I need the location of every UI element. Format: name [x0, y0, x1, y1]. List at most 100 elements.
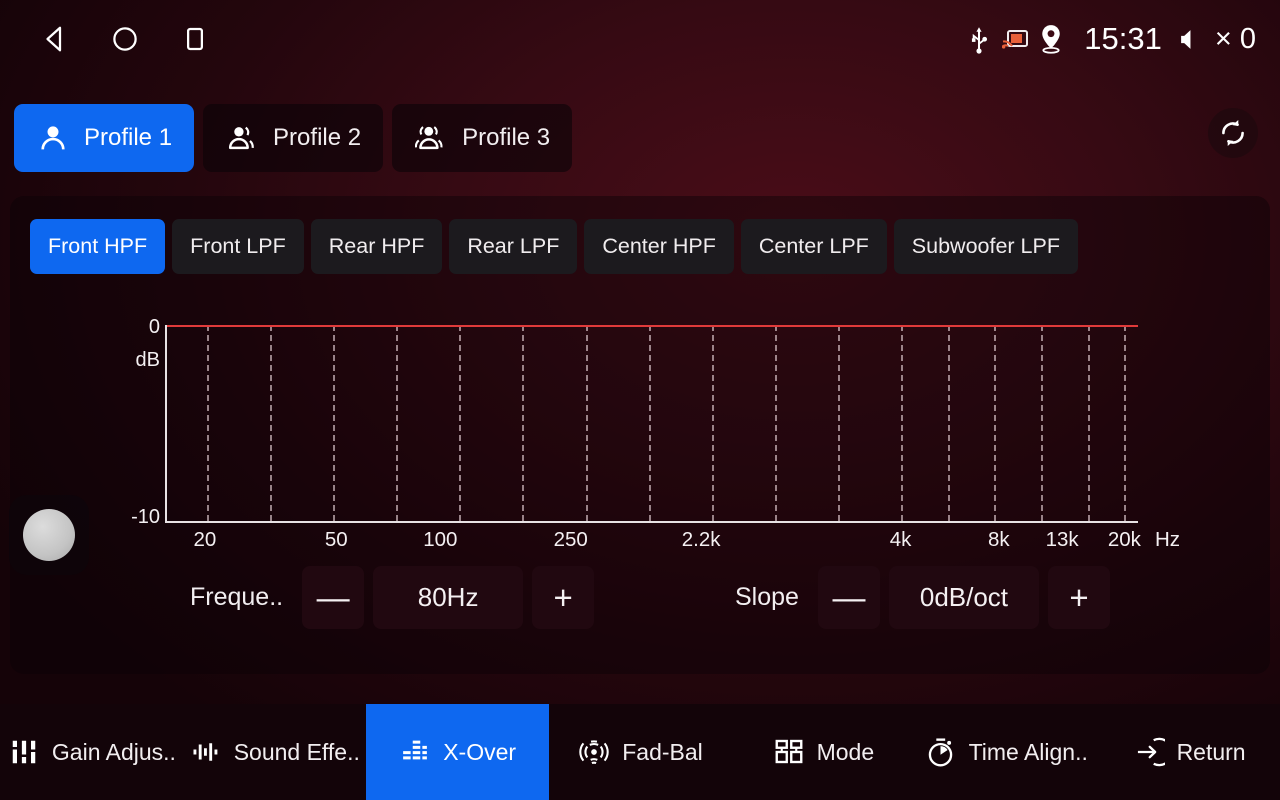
chart-plot-area[interactable]: [165, 325, 1138, 523]
filter-tab-subwoofer-lpf-label: Subwoofer LPF: [911, 234, 1060, 258]
stopwatch-icon: [924, 735, 958, 769]
knob-dial: [23, 509, 75, 561]
filter-tab-front-hpf[interactable]: Front HPF: [30, 219, 166, 274]
cast-icon: [1002, 28, 1029, 50]
y-axis-top-label: 0: [148, 316, 160, 338]
gridline: [837, 325, 840, 521]
slope-label: Slope: [735, 583, 799, 611]
profile-tab-1[interactable]: Profile 1: [14, 104, 195, 172]
rotary-knob-icon[interactable]: [9, 495, 89, 575]
equalizer-bars-icon: [398, 735, 432, 769]
nav-gain-adjust[interactable]: Gain Adjus..: [0, 704, 183, 800]
profile-tab-2-label: Profile 2: [273, 124, 362, 151]
waveform-icon: [189, 735, 223, 769]
x-axis-tick: 250: [553, 528, 588, 551]
x-axis-tick: 13k: [1045, 528, 1079, 551]
nav-return[interactable]: Return: [1097, 704, 1280, 800]
gridline: [396, 325, 399, 521]
frequency-value[interactable]: 80Hz: [373, 566, 524, 629]
frequency-label: Freque..: [190, 583, 284, 611]
gridline: [994, 325, 997, 521]
chart-gridlines: [167, 325, 1138, 521]
gridline: [206, 325, 209, 521]
filter-tab-center-lpf[interactable]: Center LPF: [740, 219, 887, 274]
slope-decrement-button[interactable]: —: [817, 566, 880, 629]
nav-return-label: Return: [1176, 738, 1246, 765]
recents-icon[interactable]: [178, 22, 212, 56]
gridline: [269, 325, 272, 521]
person-group-icon: [414, 121, 448, 155]
refresh-icon: [1217, 117, 1249, 149]
filter-tab-center-hpf[interactable]: Center HPF: [584, 219, 734, 274]
profile-tab-3-label: Profile 3: [462, 124, 551, 151]
nav-time-alignment-label: Time Align..: [968, 738, 1088, 765]
x-axis-tick: 50: [324, 528, 348, 551]
filter-tab-front-hpf-label: Front HPF: [48, 234, 148, 258]
system-nav-buttons: [38, 22, 212, 56]
nav-fad-bal[interactable]: Fad-Bal: [549, 704, 732, 800]
gridline: [333, 325, 336, 521]
usb-icon: [966, 24, 992, 54]
status-icons: 15:31 × 0: [966, 21, 1256, 57]
plus-icon: +: [1069, 579, 1089, 616]
filter-tab-rear-hpf[interactable]: Rear HPF: [310, 219, 443, 274]
nav-sound-effects-label: Sound Effe..: [233, 738, 360, 765]
volume-mute-icon[interactable]: [1178, 26, 1205, 53]
nav-x-over[interactable]: X-Over: [365, 704, 549, 800]
fader-balance-icon: [577, 735, 611, 769]
minus-icon: —: [316, 579, 350, 616]
gridline: [1040, 325, 1043, 521]
arrow-return-icon: [1132, 735, 1166, 769]
slope-control-group: Slope — 0dB/oct +: [735, 566, 1110, 629]
minus-icon: —: [832, 579, 866, 616]
slope-increment-button[interactable]: +: [1047, 566, 1110, 629]
x-axis-tick: 8k: [988, 528, 1010, 551]
gridline: [648, 325, 651, 521]
gridline: [459, 325, 462, 521]
nav-gain-adjust-label: Gain Adjus..: [51, 738, 176, 765]
crossover-panel: Front HPF Front LPF Rear HPF Rear LPF Ce…: [10, 196, 1270, 674]
gridline: [901, 325, 904, 521]
nav-sound-effects[interactable]: Sound Effe..: [183, 704, 366, 800]
gridline: [947, 325, 950, 521]
filter-tab-center-lpf-label: Center LPF: [758, 234, 869, 258]
profile-tab-1-label: Profile 1: [84, 124, 173, 151]
y-axis-bottom-label: -10: [131, 506, 160, 528]
x-axis-unit-label: Hz: [1155, 528, 1181, 551]
x-axis-tick: 20k: [1107, 528, 1141, 551]
slope-value[interactable]: 0dB/oct: [888, 566, 1039, 629]
back-icon[interactable]: [38, 22, 72, 56]
person-single-icon: [36, 121, 70, 155]
profile-tab-2[interactable]: Profile 2: [203, 104, 384, 172]
gridline: [522, 325, 525, 521]
volume-level: × 0: [1214, 22, 1256, 55]
bottom-navigation: Gain Adjus.. Sound Effe..: [0, 704, 1280, 800]
gridline: [774, 325, 777, 521]
filter-tab-center-hpf-label: Center HPF: [602, 234, 716, 258]
nav-x-over-label: X-Over: [443, 738, 517, 765]
parameter-controls: Freque.. — 80Hz + Slope — 0dB/oct +: [10, 566, 1270, 638]
frequency-control-group: Freque.. — 80Hz +: [190, 566, 595, 629]
profile-tab-3[interactable]: Profile 3: [392, 104, 573, 172]
plus-icon: +: [553, 579, 573, 616]
person-pair-icon: [225, 121, 259, 155]
gridline: [585, 325, 588, 521]
profile-tabs: Profile 1 Profile 2: [14, 104, 573, 172]
x-axis-tick-labels: 20 50 100 250 2.2k 4k 8k 13k 20k: [10, 528, 1270, 558]
filter-tab-subwoofer-lpf[interactable]: Subwoofer LPF: [893, 219, 1078, 274]
frequency-decrement-button[interactable]: —: [302, 566, 365, 629]
gridline: [711, 325, 714, 521]
reset-button[interactable]: [1208, 108, 1258, 158]
filter-tab-front-lpf[interactable]: Front LPF: [172, 219, 304, 274]
filter-tab-rear-lpf[interactable]: Rear LPF: [449, 219, 578, 274]
frequency-increment-button[interactable]: +: [532, 566, 595, 629]
nav-time-alignment[interactable]: Time Align..: [914, 704, 1097, 800]
x-axis-tick: 2.2k: [681, 528, 721, 551]
y-axis-unit-label: dB: [135, 349, 160, 371]
sliders-icon: [7, 735, 41, 769]
filter-tab-front-lpf-label: Front LPF: [190, 234, 286, 258]
nav-mode[interactable]: Mode: [731, 704, 914, 800]
nav-fad-bal-label: Fad-Bal: [622, 738, 703, 765]
home-icon[interactable]: [108, 22, 142, 56]
